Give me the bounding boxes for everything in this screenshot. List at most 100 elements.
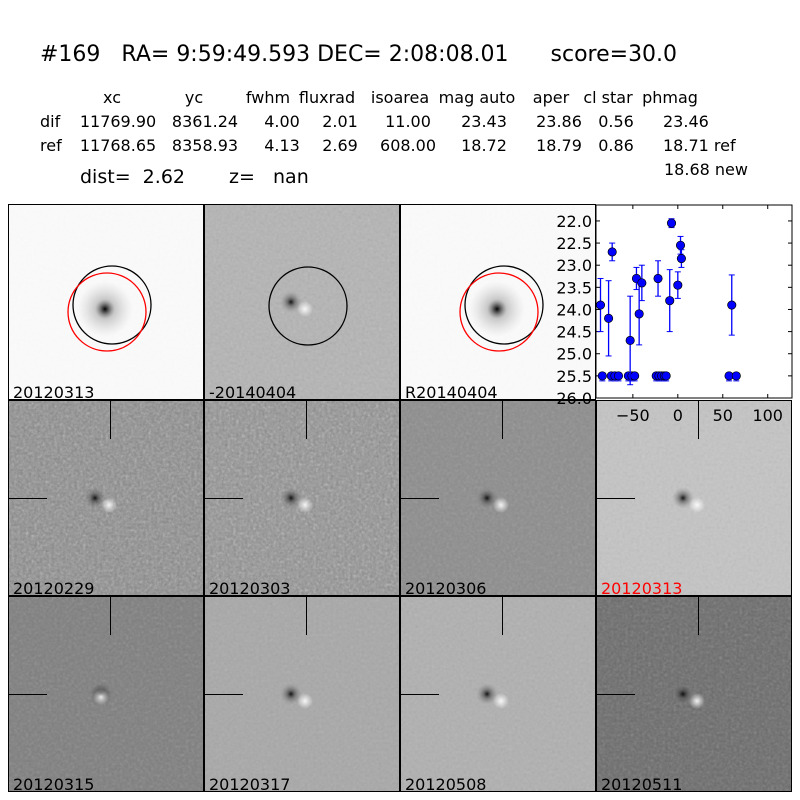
figure-title: #169 RA= 9:59:49.593 DEC= 2:08:08.01 sco…	[40, 42, 677, 67]
panel-date-label: 20120303	[209, 579, 291, 596]
x-tick-label: 0	[673, 406, 683, 425]
dec-label: DEC=	[317, 42, 382, 67]
panel-date-label: 20120315	[13, 775, 95, 792]
panel-date-label: 20120313	[601, 579, 683, 596]
column-header: yc	[184, 88, 204, 107]
crosshair-tick	[110, 401, 111, 439]
data-point	[637, 278, 647, 288]
data-point	[595, 300, 606, 310]
panel-date-label: 20120306	[405, 579, 487, 596]
crosshair-tick	[306, 401, 307, 439]
light-curve-chart: 22.0 22.5 23.0 23.5 24.0 24.5 25.0 25.5 26.0 −50 0…	[556, 204, 793, 425]
table-cell: 18.71 ref	[663, 136, 736, 155]
cutout-image	[9, 597, 203, 791]
y-tick-label: 25.5	[556, 367, 592, 386]
data-point	[607, 247, 617, 257]
column-header: phmag	[642, 88, 698, 107]
data-point	[604, 313, 614, 323]
panel-date-label: 20120317	[209, 775, 291, 792]
column-header: mag auto	[438, 88, 516, 107]
limit-point	[630, 371, 640, 381]
crosshair-tick	[597, 694, 635, 695]
column-header: cl star	[583, 88, 633, 107]
cutout-panel: -20140404	[204, 204, 400, 400]
column-header: xc	[103, 88, 121, 107]
crosshair-tick	[698, 401, 699, 439]
table-cell: 23.43	[461, 112, 507, 131]
crosshair-tick	[110, 597, 111, 635]
y-tick-label: 24.0	[556, 300, 592, 319]
table-cell: 8361.24	[171, 112, 239, 131]
x-tick-label: 50	[713, 406, 733, 425]
column-header: fwhm	[245, 88, 291, 107]
cutout-image	[401, 205, 595, 399]
table-cell: 11769.90	[79, 112, 157, 131]
x-tick-label: −50	[616, 406, 650, 425]
dist-value: dist= 2.62	[80, 166, 185, 188]
table-cell: 608.00	[380, 136, 436, 155]
table-cell: 2.69	[322, 136, 358, 155]
table-cell: 18.72	[461, 136, 507, 155]
data-point	[625, 335, 635, 346]
y-tick-label: 23.0	[556, 256, 592, 275]
table-cell: 23.46	[663, 112, 709, 131]
limit-point	[661, 371, 671, 381]
cutout-panel: 20120313	[596, 400, 792, 596]
y-tick-label: 24.5	[556, 323, 592, 342]
table-cell: 23.86	[536, 112, 582, 131]
column-header: isoarea	[370, 88, 430, 107]
cutout-panel: R20140404	[400, 204, 596, 400]
crosshair-tick	[205, 694, 243, 695]
cutout-panel: 20120317	[204, 596, 400, 792]
x-tick-label: 100	[752, 406, 783, 425]
cutout-panel: 20120511	[596, 596, 792, 792]
cutout-panel: 20120508	[400, 596, 596, 792]
crosshair-tick	[9, 498, 47, 499]
data-point	[676, 254, 686, 264]
data-point	[665, 296, 675, 306]
y-tick-label: 22.0	[556, 212, 592, 231]
panel-date-label: 20120508	[405, 775, 487, 792]
table-cell: 2.01	[322, 112, 358, 131]
cutout-panel: 20120313	[8, 204, 204, 400]
cutout-image	[9, 205, 203, 399]
table-cell: 4.13	[264, 136, 300, 155]
table-cell: 8358.93	[171, 136, 239, 155]
reference-circle	[268, 266, 348, 346]
panel-date-label: 20120511	[601, 775, 683, 792]
panel-date-label: R20140404	[405, 383, 498, 400]
data-point	[675, 240, 686, 250]
crosshair-tick	[205, 498, 243, 499]
column-header: fluxrad	[298, 88, 356, 107]
candidate-id: #169	[40, 42, 101, 67]
table-cell: 11768.65	[79, 136, 157, 155]
row-label: ref	[40, 136, 62, 155]
crosshair-tick	[306, 597, 307, 635]
y-tick-label: 26.0	[556, 389, 592, 408]
data-point	[634, 309, 644, 319]
y-tick-label: 23.5	[556, 278, 592, 297]
crosshair-tick	[502, 597, 503, 635]
detection-circle	[459, 272, 539, 352]
crosshair-tick	[502, 401, 503, 439]
data-point	[666, 218, 677, 228]
ra-label: RA=	[121, 42, 170, 67]
detection-circle	[67, 272, 147, 352]
crosshair-tick	[9, 694, 47, 695]
panel-date-label: 20120229	[13, 579, 95, 596]
cutout-image	[205, 205, 399, 399]
data-point	[727, 300, 737, 310]
crosshair-tick	[401, 498, 439, 499]
column-header: aper	[532, 88, 570, 107]
table-cell: 0.56	[598, 112, 634, 131]
cutout-panel: 20120315	[8, 596, 204, 792]
reference-circle	[464, 265, 544, 345]
cutout-panel: 20120303	[204, 400, 400, 596]
data-point	[673, 280, 683, 290]
panel-date-label: 20120313	[13, 383, 95, 400]
limit-point	[597, 371, 607, 381]
crosshair-tick	[597, 498, 635, 499]
data-point	[653, 273, 663, 284]
limit-point	[731, 371, 741, 381]
table-cell: 18.79	[536, 136, 582, 155]
